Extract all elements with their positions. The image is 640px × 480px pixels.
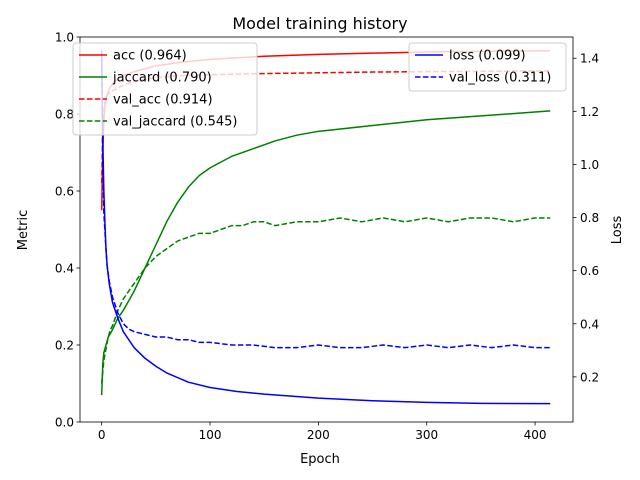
y-left-tick-label: 0.0 xyxy=(55,416,74,430)
legend-right-label: loss (0.099) xyxy=(449,49,526,64)
plot-frame xyxy=(79,36,574,423)
legend-left-label: val_jaccard (0.545) xyxy=(113,115,237,130)
y-axis-left-label: Metric xyxy=(16,210,31,250)
x-tick-label: 0 xyxy=(98,428,106,442)
x-tick-label: 200 xyxy=(307,428,330,442)
legend-left-label: acc (0.964) xyxy=(113,49,187,64)
y-left-tick-label: 1.0 xyxy=(55,31,74,45)
y-left-tick-label: 0.2 xyxy=(55,339,74,353)
axes-layer: 0 100 200 300 400 0.0 0.2 0.4 0.6 0.8 1.0 0.2 0.4 0.6… xyxy=(55,31,599,443)
legend-layer: acc (0.964) jaccard (0.790) val_acc (0.914… xyxy=(72,42,567,136)
y-right-tick-label: 1.0 xyxy=(580,158,599,172)
x-tick-label: 100 xyxy=(199,428,222,442)
legend-right-box xyxy=(408,42,567,92)
chart-title: Model training history xyxy=(232,14,407,33)
y-left-tick-label: 0.4 xyxy=(55,262,74,276)
series-line-val-loss xyxy=(100,58,551,349)
y-right-tick-label: 0.2 xyxy=(580,370,599,384)
y-right-tick-label: 1.4 xyxy=(580,52,599,66)
y-left-tick-label: 0.6 xyxy=(55,185,74,199)
legend-right-label: val_loss (0.311) xyxy=(449,71,551,86)
series-layer xyxy=(100,50,551,405)
legend-left-box xyxy=(72,42,258,136)
series-group xyxy=(100,50,551,405)
legend-left-label: jaccard (0.790) xyxy=(112,71,212,86)
y-right-tick-label: 1.2 xyxy=(580,105,599,119)
x-tick-label: 400 xyxy=(524,428,547,442)
x-tick-label: 300 xyxy=(415,428,438,442)
y-right-tick-label: 0.8 xyxy=(580,211,599,225)
series-line-jaccard xyxy=(100,110,551,396)
y-axis-right-label: Loss xyxy=(610,216,625,245)
y-left-tick-label: 0.8 xyxy=(55,108,74,122)
x-axis-label: Epoch xyxy=(300,452,340,467)
legend-left-label: val_acc (0.914) xyxy=(113,93,213,108)
y-right-tick-label: 0.6 xyxy=(580,264,599,278)
series-line-val-jaccard xyxy=(100,217,551,384)
y-right-tick-label: 0.4 xyxy=(580,317,599,331)
series-line-val-acc xyxy=(100,70,551,184)
